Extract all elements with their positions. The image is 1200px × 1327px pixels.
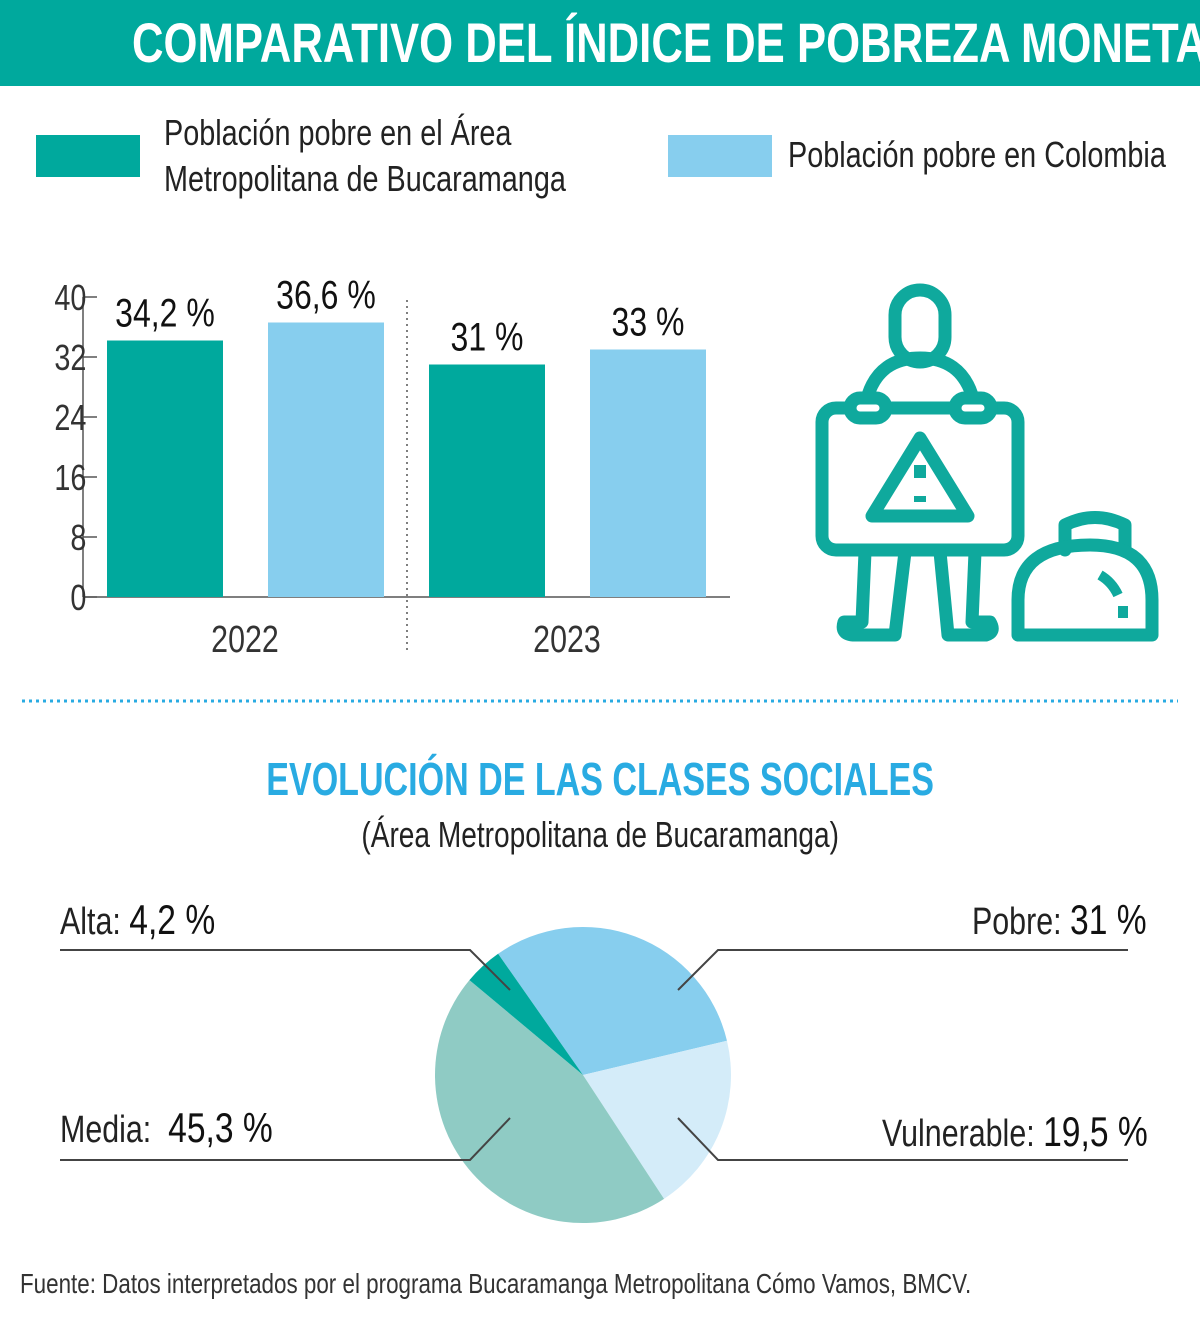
pie-label-vulnerable: Vulnerable: 19,5 % bbox=[882, 1108, 1200, 1156]
data-label: 36,6 % bbox=[276, 272, 376, 317]
source-note: Fuente: Datos interpretados por el progr… bbox=[20, 1268, 1200, 1300]
y-tick-label: 24 bbox=[54, 397, 86, 438]
pie-slice-media bbox=[434, 980, 665, 1223]
pie-chart bbox=[60, 926, 1128, 1223]
y-tick-label: 32 bbox=[54, 337, 86, 378]
y-tick-label: 40 bbox=[54, 277, 86, 318]
slice-value: 31 % bbox=[1070, 896, 1147, 943]
slice-name: Media: bbox=[60, 1109, 152, 1151]
data-label: 34,2 % bbox=[115, 290, 215, 335]
legend-label-colombia: Población pobre en Colombia bbox=[788, 132, 1200, 178]
slice-value: 45,3 % bbox=[168, 1104, 273, 1151]
leader-line-vulnerable bbox=[677, 1117, 1128, 1161]
bar-chart: 0 8 16 24 32 40 34,2 % 36,6 % 2022 31 % 33 % 2023 bbox=[54, 272, 730, 661]
legend-swatch-bucaramanga bbox=[36, 135, 140, 177]
page-title: COMPARATIVO DEL ÍNDICE DE POBREZA MONETA… bbox=[132, 11, 1200, 74]
person-holding-warning-sign-with-bag-icon bbox=[815, 283, 1159, 642]
pie-label-media: Media: 45,3 % bbox=[60, 1104, 326, 1152]
pie-slice-alta bbox=[469, 953, 583, 1075]
title-banner: COMPARATIVO DEL ÍNDICE DE POBREZA MONETA… bbox=[0, 0, 1200, 86]
slice-name: Vulnerable: bbox=[882, 1113, 1035, 1155]
slice-value: 19,5 % bbox=[1043, 1108, 1148, 1155]
legend-line-1: Población pobre en el Área bbox=[164, 112, 512, 153]
section-divider bbox=[22, 699, 1178, 703]
data-label: 31 % bbox=[451, 314, 524, 359]
x-tick-label: 2023 bbox=[533, 619, 601, 661]
leader-line-alta bbox=[60, 949, 511, 991]
y-tick-label: 8 bbox=[70, 517, 86, 558]
bar-2023-1 bbox=[590, 349, 706, 597]
pie-slice-pobre bbox=[498, 926, 727, 1075]
pie-label-pobre: Pobre: 31 % bbox=[972, 896, 1190, 944]
slice-name: Pobre: bbox=[972, 901, 1062, 943]
pie-subtitle-text: (Área Metropolitana de Bucaramanga) bbox=[361, 814, 839, 855]
pie-slice-vulnerable bbox=[583, 1040, 731, 1199]
y-tick-label: 0 bbox=[70, 577, 86, 618]
data-label: 33 % bbox=[612, 299, 685, 344]
slice-name: Alta: bbox=[60, 901, 121, 943]
pie-label-alta: Alta: 4,2 % bbox=[60, 896, 254, 944]
bar-2022-0 bbox=[107, 340, 223, 597]
leader-line-media bbox=[60, 1117, 511, 1161]
legend-label-bucaramanga: Población pobre en el Área Metropolitana… bbox=[164, 110, 666, 202]
slice-value: 4,2 % bbox=[129, 896, 216, 943]
bar-2022-1 bbox=[268, 322, 384, 597]
pie-subtitle: (Área Metropolitana de Bucaramanga) bbox=[0, 814, 1200, 856]
source-text: Fuente: Datos interpretados por el progr… bbox=[20, 1268, 972, 1299]
legend-line-2: Metropolitana de Bucaramanga bbox=[164, 158, 566, 199]
legend-swatch-colombia bbox=[668, 135, 772, 177]
bar-2023-0 bbox=[429, 364, 545, 597]
x-tick-label: 2022 bbox=[211, 619, 279, 661]
legend-text: Población pobre en Colombia bbox=[788, 134, 1166, 175]
leader-line-pobre bbox=[677, 949, 1128, 991]
pie-title-text: EVOLUCIÓN DE LAS CLASES SOCIALES bbox=[266, 753, 934, 805]
y-tick-label: 16 bbox=[54, 457, 86, 498]
pie-title: EVOLUCIÓN DE LAS CLASES SOCIALES bbox=[0, 752, 1200, 806]
